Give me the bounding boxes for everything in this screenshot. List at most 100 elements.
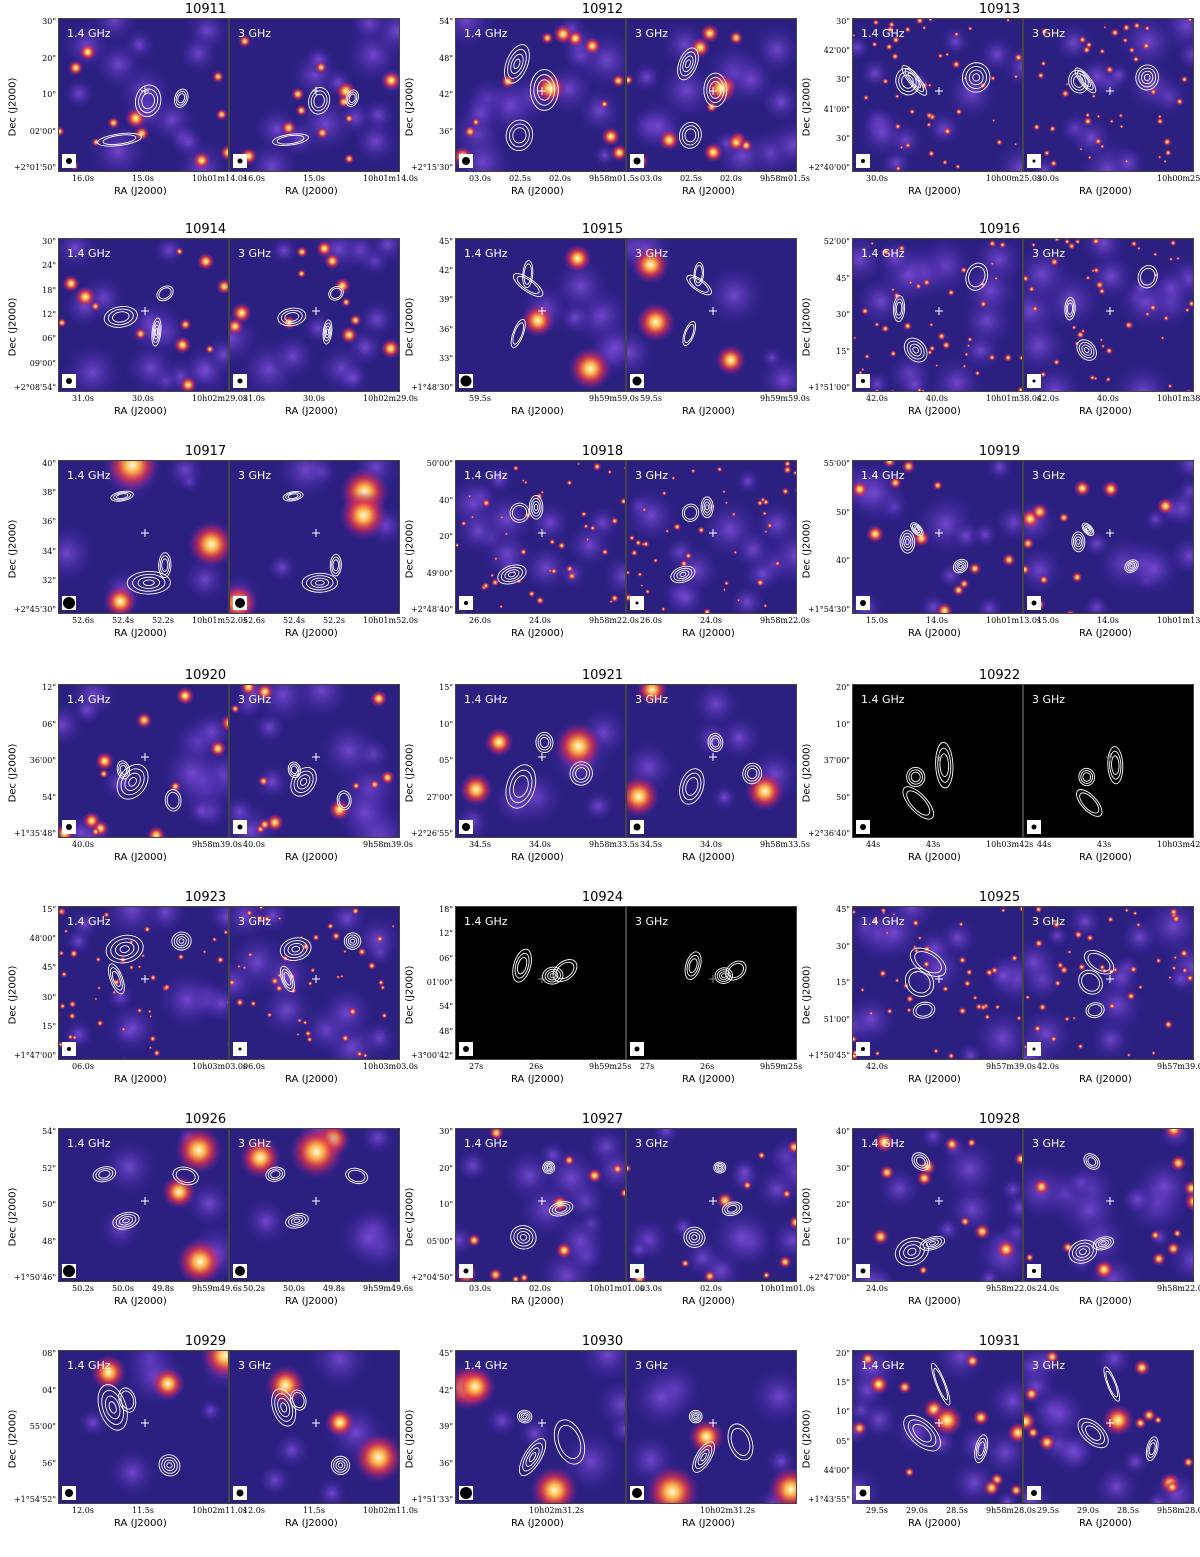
panel-10911: 10911 Dec (J2000) 30" 20" 10" 02'00" +2°01'50"… — [8, 2, 419, 220]
x-tick-label: 10h03m42s — [986, 840, 1034, 849]
band-label: 3 GHz — [238, 693, 272, 706]
y-tick-label: 40" — [836, 1127, 850, 1136]
beam-icon — [62, 1042, 76, 1056]
x-tick-label: 10h02m31.2s — [700, 1506, 756, 1515]
position-marker — [935, 975, 943, 983]
y-tick-label: 05" — [439, 756, 453, 765]
y-tick-label: 39" — [439, 295, 453, 305]
position-marker — [312, 975, 320, 983]
band-label: 1.4 GHz — [67, 469, 111, 482]
panel-title: 10913 — [978, 2, 1021, 17]
x-tick-label: 10h03m03.0s — [192, 1062, 248, 1071]
beam-icon — [856, 1042, 870, 1056]
x-tick-label: 29.0s — [1077, 1506, 1099, 1515]
position-marker — [1106, 1419, 1114, 1427]
y-axis-label: Dec (J2000) — [801, 1409, 813, 1469]
beam-icon — [630, 154, 644, 168]
beam-icon — [459, 1042, 473, 1056]
position-marker — [1106, 307, 1114, 315]
y-tick-label: 06" — [42, 334, 56, 344]
radio-image — [1024, 1129, 1193, 1281]
x-axis-label: RA (J2000) — [908, 1074, 961, 1085]
image-3ghz: 3 GHz — [229, 460, 400, 614]
x-tick-label: 29.0s — [906, 1506, 928, 1515]
image-3ghz: 3 GHz — [1023, 460, 1194, 614]
image-1p4ghz: 1.4 GHz — [58, 1350, 229, 1504]
y-axis-label: Dec (J2000) — [404, 519, 416, 579]
beam-icon — [1027, 154, 1041, 168]
y-tick-label: 48" — [439, 1026, 453, 1036]
beam-icon — [62, 820, 76, 834]
image-1p4ghz: 1.4 GHz — [852, 1350, 1023, 1504]
y-tick-label: 20" — [42, 53, 56, 63]
radio-image — [230, 907, 399, 1059]
y-tick-label: +2°08'54" — [13, 383, 56, 392]
y-axis-label: Dec (J2000) — [801, 297, 813, 357]
band-label: 1.4 GHz — [861, 915, 905, 928]
radio-image — [230, 461, 399, 613]
position-marker — [141, 1197, 149, 1205]
x-tick-label: 02.5s — [509, 174, 531, 183]
x-tick-label: 26s — [700, 1062, 715, 1071]
y-tick-label: 55'00" — [29, 1422, 56, 1431]
panel-title: 10912 — [581, 2, 624, 17]
y-tick-label: 48'00" — [29, 934, 56, 944]
y-axis-label: Dec (J2000) — [7, 297, 19, 357]
position-marker — [709, 307, 717, 315]
position-marker — [709, 753, 717, 761]
image-1p4ghz: 1.4 GHz — [455, 460, 626, 614]
y-tick-label: 30" — [836, 75, 850, 85]
band-label: 3 GHz — [635, 469, 669, 482]
y-axis-label: Dec (J2000) — [7, 965, 19, 1025]
x-tick-label: 29.5s — [866, 1506, 888, 1515]
band-label: 3 GHz — [1032, 1137, 1066, 1150]
beam-icon — [233, 1486, 247, 1500]
x-axis-label: RA (J2000) — [908, 1518, 961, 1529]
band-label: 3 GHz — [1032, 27, 1066, 40]
position-marker — [538, 87, 546, 95]
band-label: 3 GHz — [635, 247, 669, 260]
y-tick-label: +1°35'48" — [13, 829, 56, 838]
x-axis-label: RA (J2000) — [682, 1518, 735, 1529]
y-tick-label: 48" — [42, 1236, 56, 1246]
panel-10922: 10922 Dec (J2000) 20" 10" 37'00" 50" +2°36'40"… — [802, 668, 1200, 886]
position-marker — [709, 1419, 717, 1427]
y-tick-label: 30" — [836, 133, 850, 143]
y-tick-label: 20" — [836, 1200, 850, 1209]
image-3ghz: 3 GHz — [626, 18, 797, 172]
image-3ghz: 3 GHz — [626, 906, 797, 1060]
position-marker — [709, 975, 717, 983]
panel-title: 10929 — [184, 1334, 227, 1349]
y-axis-label: Dec (J2000) — [404, 965, 416, 1025]
x-tick-label: 42.0s — [866, 1062, 888, 1071]
panel-title: 10916 — [978, 222, 1021, 237]
y-axis-label: Dec (J2000) — [801, 965, 813, 1025]
image-3ghz: 3 GHz — [626, 1128, 797, 1282]
position-marker — [538, 1197, 546, 1205]
x-tick-label: 10h00m25.0s — [1157, 174, 1200, 183]
radio-image — [456, 685, 625, 837]
band-label: 1.4 GHz — [67, 915, 111, 928]
band-label: 1.4 GHz — [464, 469, 508, 482]
x-tick-label: 9h58m22.0s — [589, 616, 639, 625]
y-tick-label: 56" — [42, 1458, 56, 1468]
image-1p4ghz: 1.4 GHz — [852, 906, 1023, 1060]
x-tick-label: 44s — [1037, 840, 1052, 849]
image-3ghz: 3 GHz — [229, 238, 400, 392]
x-tick-label: 52.4s — [112, 616, 134, 625]
x-tick-label: 10h01m13.0s — [1157, 616, 1200, 625]
panel-10928: 10928 Dec (J2000) 40" 30" 20" 10" +2°47'00" 1.4… — [802, 1112, 1200, 1330]
y-tick-label: 45" — [836, 273, 850, 283]
y-tick-label: 12" — [439, 929, 453, 939]
x-axis-label: RA (J2000) — [908, 628, 961, 639]
x-tick-label: 16.0s — [72, 174, 94, 183]
band-label: 3 GHz — [1032, 693, 1066, 706]
x-axis-label: RA (J2000) — [1079, 852, 1132, 863]
y-tick-label: 42" — [439, 90, 453, 99]
y-tick-label: 20" — [836, 683, 850, 692]
x-axis-label: RA (J2000) — [114, 406, 167, 417]
y-tick-label: 20" — [836, 1349, 850, 1358]
x-tick-label: 10h00m25.0s — [986, 174, 1042, 183]
y-tick-label: 42" — [439, 266, 453, 276]
